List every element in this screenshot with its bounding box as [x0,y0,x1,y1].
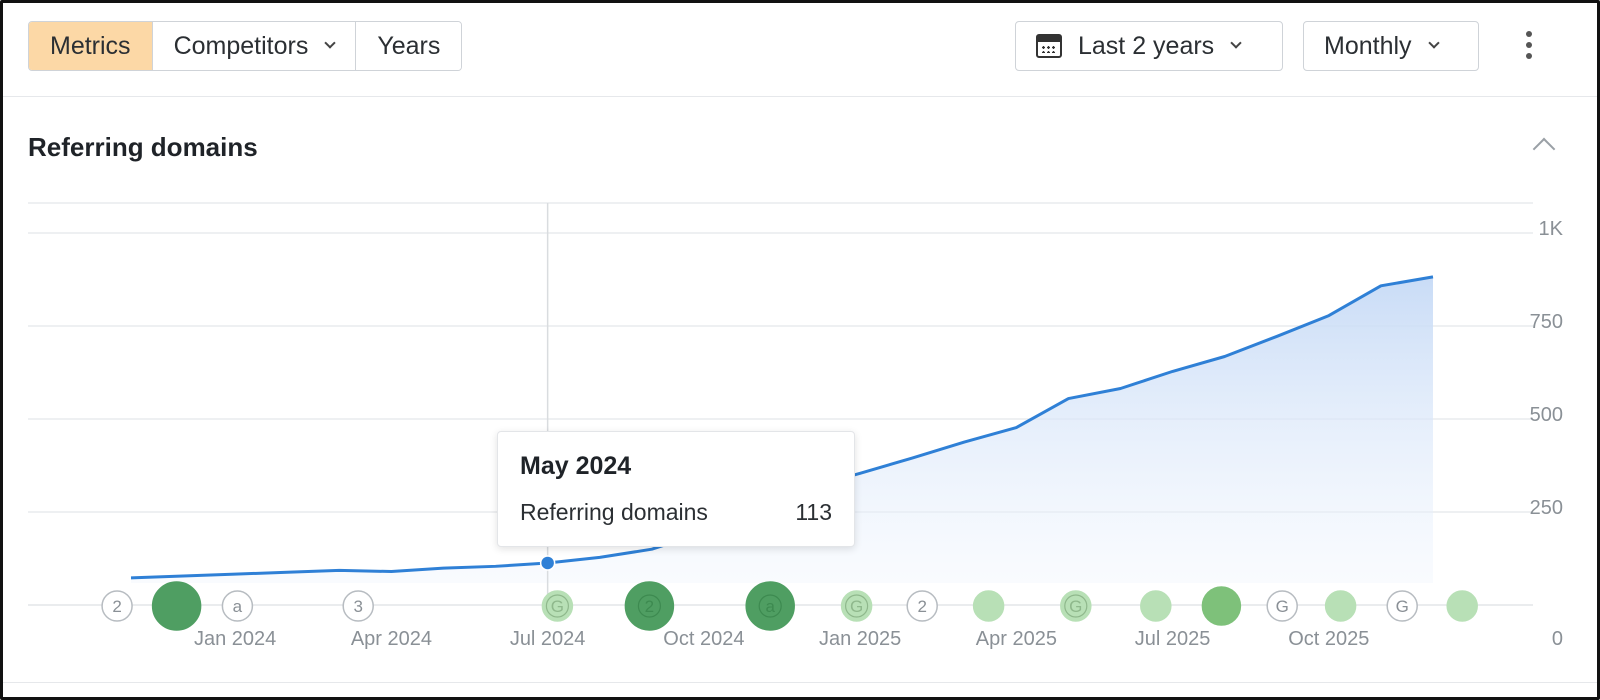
annotation-bubble[interactable] [972,590,1005,622]
tab-competitors[interactable]: Competitors [152,22,357,70]
section-title: Referring domains [28,132,258,162]
y-tick-label: 750 [1530,311,1563,333]
date-range-label: Last 2 years [1078,31,1215,60]
annotation-bubble[interactable]: 2 [906,590,938,622]
tab-metrics[interactable]: Metrics [29,22,153,70]
tab-years-label: Years [377,31,441,60]
annotation-bubble-ring [844,594,869,618]
x-tick-label: Apr 2025 [976,628,1057,650]
annotation-bubble-circle [906,590,938,622]
annotation-bubble[interactable]: a [745,581,795,631]
x-tick-label: Jul 2025 [1135,628,1211,650]
annotation-bubble[interactable]: a [221,590,254,622]
y-tick-label: 500 [1530,404,1563,426]
tab-competitors-label: Competitors [173,31,309,60]
annotation-bubble[interactable] [1324,590,1357,622]
annotation-bubble[interactable] [151,581,202,631]
annotation-bubble-circle [221,590,254,622]
annotation-bubble-label: G [1276,597,1289,616]
annotation-bubble-label: G [850,597,863,616]
annotation-bubble-label: a [233,597,243,616]
x-tick-label: Jul 2024 [510,628,586,650]
annotation-bubble-ring [1064,594,1088,618]
annotation-bubble[interactable]: G [1060,590,1092,622]
annotation-bubble[interactable]: 3 [342,590,374,622]
more-options-icon[interactable] [1523,31,1535,63]
x-tick-label: Oct 2024 [663,628,744,650]
x-tick-label: Jan 2024 [194,628,276,650]
annotation-bubble-circle [1324,590,1357,622]
hover-point[interactable] [539,555,556,571]
annotation-bubble[interactable]: G [541,590,574,622]
tooltip-metric-value: 113 [795,499,832,525]
tooltip-date: May 2024 [520,452,632,480]
chevron-down-icon [1427,37,1440,49]
annotation-bubble-label: 3 [353,597,362,616]
tooltip-row: Referring domains 113 [520,499,832,526]
annotation-bubble-ring [545,594,570,618]
annotation-bubble-circle [972,590,1005,622]
annotation-bubble[interactable]: 2 [101,590,133,622]
divider [3,682,1597,683]
interval-label: Monthly [1324,31,1412,60]
date-range-dropdown[interactable]: Last 2 years [1015,21,1283,71]
toolbar: Metrics Competitors Years Last 2 years M… [3,3,1597,97]
chevron-down-icon [324,37,336,49]
annotation-bubble[interactable] [1201,586,1242,626]
annotation-bubble-label: G [551,597,564,616]
annotation-bubble-ring [637,594,662,618]
x-tick-label: Apr 2024 [351,628,432,650]
annotation-bubble-label: G [1396,597,1409,616]
y-tick-label: 1K [1539,218,1564,240]
annotation-bubble-ring [758,594,782,618]
annotation-bubble-label: 2 [645,597,654,616]
annotation-bubble-label: G [1069,597,1082,616]
annotation-bubble-circle [1446,590,1478,622]
chart-tooltip: May 2024 Referring domains 113 [497,431,855,547]
chevron-up-icon[interactable] [1532,137,1556,161]
annotation-bubble[interactable]: G [840,590,873,622]
y-tick-label: 0 [1552,628,1563,650]
x-tick-label: Jan 2025 [819,628,901,650]
annotation-bubble[interactable]: G [1386,590,1418,622]
annotation-bubble-label: a [765,597,775,616]
y-tick-label: 250 [1530,497,1563,519]
annotation-bubble[interactable] [1140,590,1172,622]
tooltip-metric-label: Referring domains [520,499,708,525]
annotation-bubble-circle [1201,586,1242,626]
annotation-bubble-circle [101,590,133,622]
tab-metrics-label: Metrics [50,31,131,60]
annotation-bubble-circle [151,581,202,631]
annotation-bubble[interactable]: G [1266,590,1298,622]
interval-dropdown[interactable]: Monthly [1303,21,1479,71]
calendar-icon [1036,34,1062,58]
referring-domains-chart: 2 a 3 G 2 a G 2 G G G 0 250 500 750 1K Jan 2024 Apr 2024… [28,202,1564,650]
annotation-bubble-circle [1266,590,1298,622]
area-fill [131,276,1433,583]
annotation-bubble-circle [745,581,795,631]
annotation-bubble-label: 2 [112,597,121,616]
tab-years[interactable]: Years [356,22,462,70]
annotation-bubble[interactable] [1446,590,1478,622]
annotation-bubble-label: 2 [917,597,926,616]
annotation-bubble[interactable]: 2 [624,581,675,631]
view-tabs: Metrics Competitors Years [28,21,463,71]
chevron-down-icon [1230,37,1242,49]
x-tick-label: Oct 2025 [1288,628,1369,650]
annotation-bubble-circle [624,581,675,631]
annotation-bubble-circle [1386,590,1418,622]
annotation-bubble-circle [1140,590,1172,622]
annotation-bubble-circle [342,590,374,622]
